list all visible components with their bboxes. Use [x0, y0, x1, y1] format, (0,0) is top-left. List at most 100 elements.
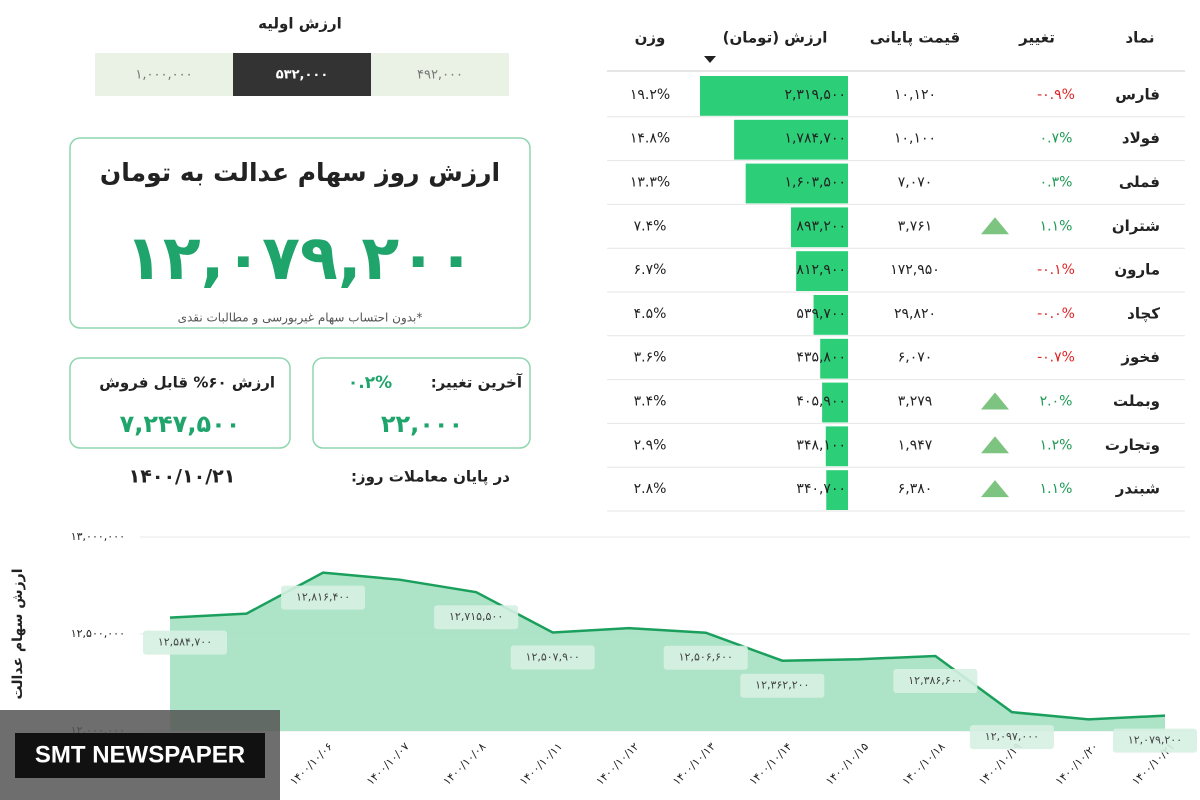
price: ۳,۷۶۱ [898, 218, 933, 234]
up-arrow [981, 480, 1009, 498]
value: ۵۳۹,۷۰۰ [796, 306, 846, 322]
card-title: ارزش روز سهام عدالت به تومان [100, 158, 500, 188]
weight-bar [826, 470, 848, 510]
price: ۱۰,۱۲۰ [894, 87, 936, 103]
weight-bar [700, 76, 848, 116]
option-label[interactable]: ۱,۰۰۰,۰۰۰ [135, 68, 192, 83]
data-label-box [281, 585, 366, 610]
price: ۱۰,۱۰۰ [894, 131, 936, 147]
value: ۸۱۲,۹۰۰ [796, 262, 846, 278]
x-tick-label: ۱۴۰۰/۱۰/۱۱ [517, 740, 565, 788]
watermark: SMT NEWSPAPER [0, 710, 280, 800]
change-card [312, 357, 531, 449]
x-tick-label: ۱۴۰۰/۱۰/۰۶ [287, 740, 335, 788]
initial-title: ارزش اولیه [258, 15, 342, 33]
value: ۸۹۳,۲۰۰ [796, 218, 846, 234]
x-tick-label: ۱۴۰۰/۱۰/۱۴ [747, 740, 795, 788]
up-arrow [981, 436, 1009, 454]
weight-bar [745, 163, 848, 204]
price: ۱۷۲,۹۵۰ [890, 262, 940, 278]
weight-bar [825, 426, 848, 467]
day-end-label: در پایان معاملات روز: [351, 468, 510, 487]
option-label[interactable]: ۵۳۲,۰۰۰ [276, 68, 329, 83]
change: -۰.۹% [1037, 87, 1075, 103]
value: ۳۴۰,۷۰۰ [796, 481, 846, 497]
weight: ۶.۷% [634, 262, 667, 278]
price: ۳,۲۷۹ [898, 394, 933, 410]
data-label: ۱۲,۰۷۹,۲۰۰ [1128, 734, 1182, 747]
weight: ۳.۶% [634, 350, 667, 366]
symbol: فملی [1119, 173, 1160, 191]
change: ۰.۳% [1040, 175, 1073, 191]
value: ۴۳۵,۸۰۰ [796, 350, 846, 366]
weight: ۲.۸% [634, 481, 667, 497]
data-label-box [143, 630, 227, 655]
weight-bar [822, 382, 848, 423]
symbol: وبملت [1113, 392, 1160, 410]
option-button[interactable] [371, 53, 509, 96]
watermark-text: SMT NEWSPAPER [35, 741, 245, 768]
price: ۶,۳۸۰ [898, 481, 933, 497]
weight-bar [734, 119, 848, 160]
weight-bar [796, 251, 848, 291]
change: ۲.۰% [1040, 394, 1073, 410]
weight: ۱۳.۳% [630, 175, 670, 191]
value: ۴۰۵,۹۰۰ [796, 394, 846, 410]
value: ۱,۶۰۳,۵۰۰ [784, 175, 846, 191]
symbol: شبندر [1115, 480, 1160, 498]
data-label-box [969, 725, 1054, 750]
data-label-box [740, 673, 825, 698]
data-label-box [510, 645, 595, 670]
symbol: فارس [1115, 85, 1160, 103]
up-arrow [981, 217, 1009, 235]
watermark-box [15, 733, 265, 778]
weight: ۱۴.۸% [630, 131, 670, 147]
price: ۷,۰۷۰ [898, 175, 933, 191]
y-tick-label: ۱۳,۰۰۰,۰۰۰ [71, 530, 125, 543]
column-header: ارزش (تومان) [723, 29, 828, 47]
change: -۰.۱% [1037, 262, 1075, 278]
column-header: وزن [635, 29, 666, 47]
data-label: ۱۲,۷۱۵,۵۰۰ [449, 610, 503, 623]
symbol: وتجارت [1105, 436, 1160, 454]
value-card [69, 137, 531, 329]
data-label: ۱۲,۵۰۶,۶۰۰ [679, 651, 733, 664]
change-value: ۲۲,۰۰۰ [381, 410, 463, 438]
total-value: ۱۲,۰۷۹,۲۰۰ [125, 221, 475, 294]
symbol: مارون [1114, 261, 1160, 279]
column-header: قیمت پایانی [870, 29, 960, 48]
x-tick-label: ۱۴۰۰/۱۰/۱۳ [670, 740, 718, 788]
weight: ۴.۵% [634, 306, 667, 322]
price: ۲۹,۸۲۰ [894, 306, 936, 322]
data-label: ۱۲,۳۸۶,۶۰۰ [908, 674, 962, 687]
data-label-box [434, 605, 519, 630]
x-tick-label: ۱۴۰۰/۱۰/۰۷ [364, 740, 412, 788]
change: ۱.۱% [1040, 481, 1073, 497]
data-label: ۱۲,۵۸۴,۷۰۰ [158, 636, 212, 649]
y-tick-label: ۱۲,۵۰۰,۰۰۰ [71, 627, 125, 640]
option-button[interactable] [233, 53, 371, 96]
change: ۱.۱% [1040, 218, 1073, 234]
column-header: نماد [1125, 29, 1154, 47]
symbol: کچاد [1127, 304, 1160, 323]
change: ۱.۲% [1040, 437, 1073, 453]
column-header: تغییر [1018, 29, 1055, 47]
weight-bar [813, 295, 848, 335]
sellable-label: ارزش ۶۰% قابل فروش [99, 374, 275, 392]
up-arrow [981, 392, 1009, 410]
option-label[interactable]: ۴۹۲,۰۰۰ [417, 68, 463, 83]
sellable-value: ۷,۲۴۷,۵۰۰ [120, 410, 241, 438]
data-label: ۱۲,۵۰۷,۹۰۰ [526, 650, 580, 663]
weight-bar [820, 338, 848, 379]
x-tick-label: ۱۴۰۰/۱۰/۰۸ [441, 740, 489, 788]
option-button[interactable] [95, 53, 233, 96]
change: -۰.۰% [1037, 306, 1075, 322]
data-label: ۱۲,۳۶۲,۲۰۰ [755, 679, 809, 692]
weight: ۲.۹% [634, 437, 667, 453]
value: ۲,۳۱۹,۵۰۰ [784, 87, 846, 103]
change: -۰.۷% [1037, 350, 1075, 366]
day-end-date: ۱۴۰۰/۱۰/۲۱ [129, 466, 236, 488]
x-tick-label: ۱۴۰۰/۱۰/۲۰ [1053, 740, 1101, 788]
data-label-box [893, 668, 978, 693]
